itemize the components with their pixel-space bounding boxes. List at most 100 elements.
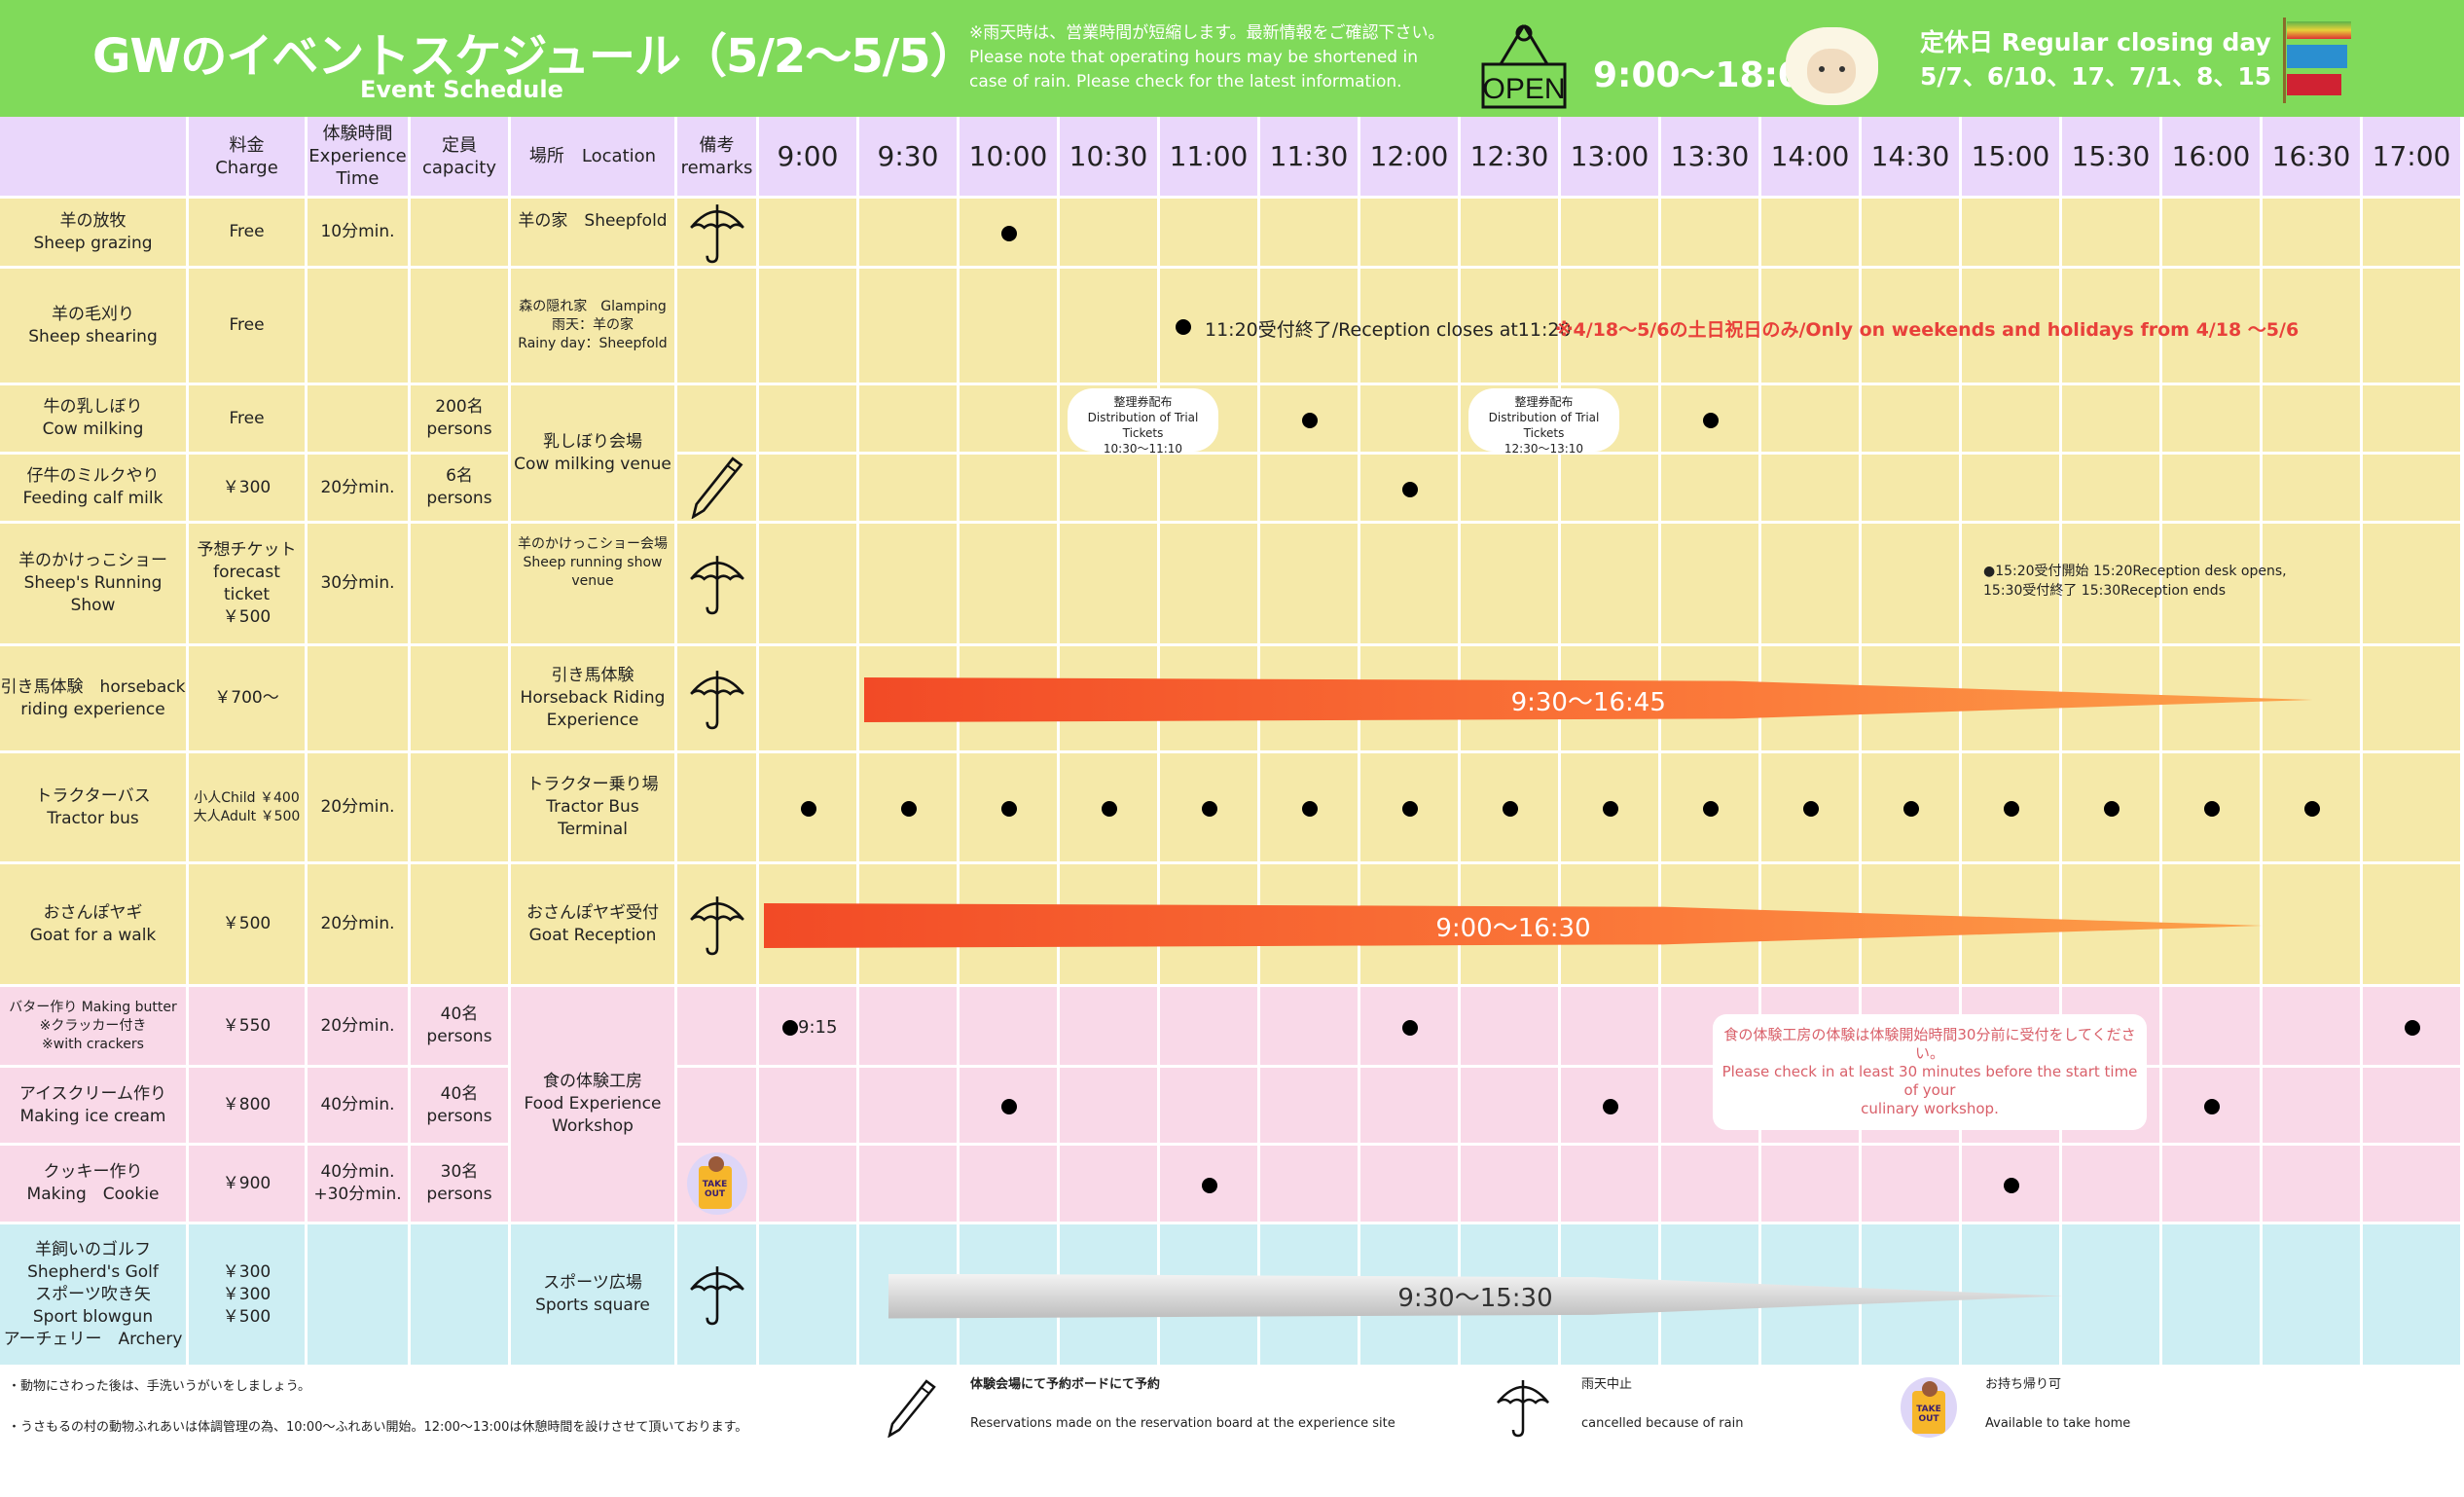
capacity-value: 40名 persons [411, 1068, 511, 1146]
time-slot [1661, 199, 1761, 269]
time-slot [1260, 199, 1360, 269]
location-value: 引き馬体験 Horseback Riding Experience [511, 646, 677, 753]
legend-umbrella-jp: 雨天中止 [1581, 1377, 1633, 1392]
capacity-value: 6名 persons [411, 455, 511, 524]
schedule-dot [1803, 801, 1819, 817]
schedule-dot [801, 801, 816, 817]
capacity-header: 定員 capacity [411, 117, 511, 199]
charge-value: ￥500 [189, 864, 308, 987]
time-slot [759, 1224, 859, 1368]
time-slot [960, 455, 1060, 524]
capacity-value [411, 646, 511, 753]
time-slot [759, 987, 859, 1068]
time-slot [1862, 1146, 1962, 1224]
schedule-dot [901, 801, 917, 817]
time-slot [2162, 1146, 2263, 1224]
schedule-dot [1302, 412, 1318, 428]
time-slot [1260, 455, 1360, 524]
time-slot [2363, 646, 2463, 753]
duration-value: 40分min. [308, 1068, 411, 1146]
time-slot [1160, 199, 1260, 269]
charge-value: Free [189, 385, 308, 455]
time-header-1130: 11:30 [1260, 117, 1360, 199]
time-slot [2162, 987, 2263, 1068]
schedule-dot [2405, 1019, 2420, 1036]
time-slot [859, 1146, 960, 1224]
header-banner: GWのイベントスケジュール（5/2～5/5） Event Schedule ※雨… [0, 0, 2464, 117]
time-slot [2062, 199, 2162, 269]
duration-value: 20分min. [308, 753, 411, 864]
schedule-table: 料金 Charge 体験時間 Experience Time 定員 capacity… [0, 117, 2464, 1368]
schedule-dot [1176, 319, 1191, 335]
rain-notice: ※雨天時は、営業時間が短縮します。最新情報をご確認下さい。 Please not… [969, 23, 1445, 91]
time-slot [2363, 1224, 2463, 1368]
schedule-dot [1202, 801, 1217, 817]
remarks-cell [677, 753, 759, 864]
time-slot [1461, 524, 1561, 646]
location-value: 羊のかけっこショー会場 Sheep running show venue [511, 524, 677, 646]
time-header-1530: 15:30 [2062, 117, 2162, 199]
schedule-dot [1703, 801, 1719, 817]
time-slot [2363, 864, 2463, 987]
time-slot [1561, 455, 1661, 524]
time-slot [2263, 1146, 2363, 1224]
time-slot [859, 524, 960, 646]
capacity-value: 30名 persons [411, 1146, 511, 1224]
time-header-1230: 12:30 [1461, 117, 1561, 199]
takeout-icon: TAKE OUT [686, 1152, 747, 1215]
activity-name: 羊飼いのゴルフ Shepherd's Golf スポーツ吹き矢 Sport bl… [0, 1224, 189, 1368]
charge-value: ￥800 [189, 1068, 308, 1146]
time-slot [759, 646, 859, 753]
schedule-dot [1302, 801, 1318, 817]
time-slot [1561, 987, 1661, 1068]
time-slot [2062, 269, 2162, 385]
duration-value: 30分min. [308, 524, 411, 646]
remarks-cell [677, 987, 759, 1068]
schedule-dot [2204, 1099, 2220, 1114]
time-slot [2363, 1146, 2463, 1224]
time-slot [2363, 524, 2463, 646]
schedule-dot [1001, 801, 1017, 817]
charge-value: Free [189, 199, 308, 269]
reception-note: 11:20受付終了/Reception closes at11:20 [1205, 319, 1572, 341]
location-value: 乳しぼり会場 Cow milking venue [511, 385, 677, 524]
time-slot [2162, 385, 2263, 455]
time-slot [859, 199, 960, 269]
time-slot [1260, 1068, 1360, 1146]
time-header-1030: 10:30 [1060, 117, 1160, 199]
legend-pencil-jp: 体験会場にて予約ボードにて予約 [970, 1377, 1161, 1392]
closing-days: 定休日 Regular closing day 5/7、6/10、17、7/1、… [1920, 25, 2271, 93]
time-slot [859, 269, 960, 385]
duration-value [308, 385, 411, 455]
time-header-1330: 13:30 [1661, 117, 1761, 199]
capacity-value [411, 199, 511, 269]
activity-name: 仔牛のミルクやり Feeding calf milk [0, 455, 189, 524]
time-slot [1661, 455, 1761, 524]
time-slot [2363, 753, 2463, 864]
time-slot [759, 1146, 859, 1224]
pencil-icon [888, 1379, 936, 1439]
capacity-value [411, 753, 511, 864]
time-slot [1761, 269, 1862, 385]
remarks-cell [677, 524, 759, 646]
schedule-dot [1603, 801, 1618, 817]
legend-takeout-jp: お持ち帰り可 [1985, 1377, 2062, 1392]
ticket-distribution-bubble: 整理券配布 Distribution of Trial Tickets 12:3… [1468, 388, 1619, 456]
capacity-value [411, 1224, 511, 1368]
charge-value: 小人Child ￥400 大人Adult ￥500 [189, 753, 308, 864]
time-slot [1461, 199, 1561, 269]
time-header-1600: 16:00 [2162, 117, 2263, 199]
duration-value [308, 269, 411, 385]
location-value: 羊の家 Sheepfold [511, 199, 677, 269]
schedule-dot [782, 1019, 798, 1036]
time-slot [2062, 385, 2162, 455]
footer-note-handwash: ・動物にさわった後は、手洗いうがいをしましょう。 [8, 1379, 310, 1394]
time-slot [1360, 1068, 1461, 1146]
remarks-cell [677, 646, 759, 753]
time-slot [1060, 455, 1160, 524]
time-slot [2263, 524, 2363, 646]
time-slot [1360, 1146, 1461, 1224]
time-slot [1962, 455, 2062, 524]
time-slot [859, 987, 960, 1068]
weekend-only-note: ※4/18～5/6の土日祝日のみ/Only on weekends and ho… [1555, 319, 2300, 341]
